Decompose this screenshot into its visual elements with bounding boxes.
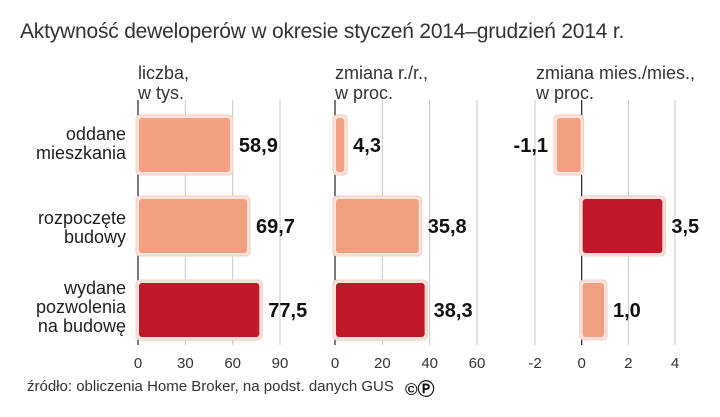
category-line: na budowę [37,316,126,336]
tick-label-yoy: 20 [374,355,391,372]
bar-count [139,283,260,337]
category-line: oddane [65,124,126,144]
bar-mom [582,199,663,253]
bar-yoy [336,199,419,253]
bar-count [139,118,230,172]
tick-label-count: 30 [177,355,194,372]
category-label-completed: oddane mieszkania [0,125,126,163]
category-line: pozwolenia [35,297,126,317]
tick-label-yoy: 60 [469,355,486,372]
category-line: mieszkania [35,143,126,163]
value-label-count: 69,7 [256,216,295,238]
bar-mom [557,118,581,172]
header-line: w tys. [138,83,185,103]
tick-label-count: 90 [272,355,289,372]
value-label-yoy: 4,3 [353,135,381,157]
source-note: źródło: obliczenia Home Broker, na podst… [27,378,394,395]
category-line: rozpoczęte [37,208,126,228]
tick-label-yoy: 0 [331,355,339,372]
category-line: budowy [63,227,126,247]
value-label-mom: 3,5 [671,216,699,238]
category-label-permits: wydane pozwolenia na budowę [0,279,126,336]
panel-header-count: liczba, w tys. [138,63,189,103]
panel-header-mom: zmiana mies./mies., w proc. [536,63,695,103]
header-line: w proc. [335,83,394,103]
tick-label-mom: -2 [528,355,541,372]
panel-header-yoy: zmiana r./r., w proc. [335,63,428,103]
tick-label-yoy: 40 [421,355,438,372]
bar-mom [582,283,604,337]
value-label-mom: 1,0 [613,300,641,322]
bar-yoy [336,118,345,172]
copyright-mark: ©Ⓟ [405,380,435,399]
tick-label-mom: 0 [577,355,585,372]
value-label-count: 77,5 [268,300,307,322]
category-line: wydane [63,278,126,298]
category-label-started: rozpoczęte budowy [0,209,126,247]
value-label-count: 58,9 [239,135,278,157]
header-line: w proc. [536,83,595,103]
tick-label-mom: 4 [671,355,679,372]
tick-label-count: 60 [224,355,241,372]
bar-yoy [336,283,425,337]
header-line: zmiana mies./mies., [536,63,696,83]
value-label-yoy: 35,8 [428,216,467,238]
chart-title: Aktywność deweloperów w okresie styczeń … [20,20,625,43]
tick-label-count: 0 [134,355,142,372]
value-label-mom: -1,1 [514,135,548,157]
value-label-yoy: 38,3 [434,300,473,322]
tick-label-mom: 2 [624,355,632,372]
header-line: zmiana r./r., [335,63,429,83]
header-line: liczba, [138,63,190,83]
bar-count [139,199,247,253]
